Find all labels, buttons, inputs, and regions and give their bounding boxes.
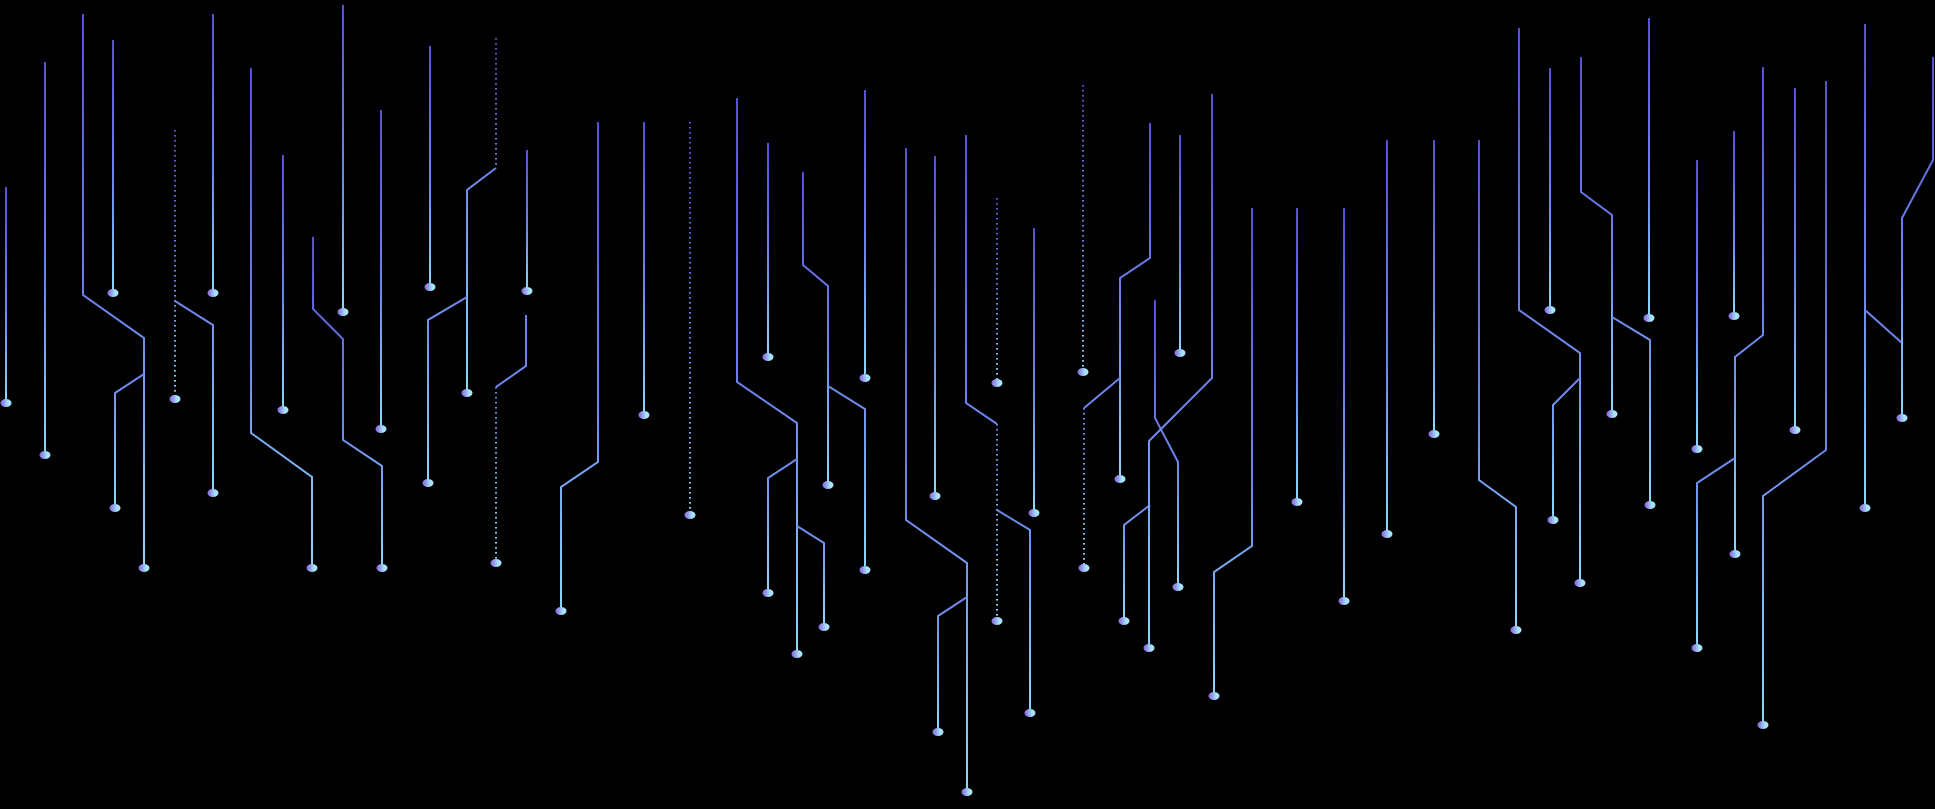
node-dot (1859, 504, 1871, 512)
node-dot (1028, 509, 1040, 517)
circuit-trace (560, 122, 599, 611)
node-dot (138, 564, 150, 572)
circuit-trace (1696, 457, 1736, 648)
circuit-trace (996, 509, 1031, 713)
node-dot (1381, 530, 1393, 538)
node-dot (1643, 314, 1655, 322)
node-dot (376, 564, 388, 572)
node-dot (461, 389, 473, 397)
node-dot (1544, 306, 1556, 314)
node-dot (961, 788, 973, 796)
circuit-trace (1154, 300, 1179, 587)
node-dot (762, 353, 774, 361)
circuit-trace (427, 296, 468, 483)
node-dot (1078, 564, 1090, 572)
node-dot (1757, 721, 1769, 729)
node-dot (1691, 644, 1703, 652)
node-dot (1574, 579, 1586, 587)
node-dot (929, 492, 941, 500)
circuit-trace (114, 373, 145, 508)
node-dot (1896, 414, 1908, 422)
circuit-trace (1148, 94, 1213, 648)
node-dot (1728, 312, 1740, 320)
node-dot (762, 589, 774, 597)
node-dot (932, 728, 944, 736)
circuit-trace (1083, 377, 1121, 409)
node-dot (1208, 692, 1220, 700)
node-dot (207, 489, 219, 497)
node-dot (1174, 349, 1186, 357)
node-dot (859, 566, 871, 574)
node-dot (109, 504, 121, 512)
circuit-trace (736, 98, 798, 654)
node-dot (822, 481, 834, 489)
circuit-trace (466, 167, 497, 393)
node-dot (1428, 430, 1440, 438)
node-dot (638, 411, 650, 419)
node-dot (169, 395, 181, 403)
circuit-trace (1123, 504, 1151, 621)
node-dot (1291, 498, 1303, 506)
node-dot (1606, 410, 1618, 418)
circuit-trace (174, 300, 214, 493)
circuit-trace (1762, 81, 1827, 725)
circuit-trace (1518, 28, 1581, 583)
node-dot (991, 379, 1003, 387)
circuit-trace (827, 385, 866, 570)
circuit-trace (1864, 309, 1903, 344)
circuit-trace (965, 135, 998, 425)
node-dot (818, 623, 830, 631)
node-dot (1510, 626, 1522, 634)
circuit-trace (1213, 208, 1253, 696)
node-dot (0, 399, 12, 407)
circuit-trace (937, 596, 968, 732)
circuit-trace (1119, 123, 1151, 479)
node-dot (1547, 516, 1559, 524)
node-dot (1172, 583, 1184, 591)
node-dot (39, 451, 51, 459)
node-dot (422, 479, 434, 487)
circuit-trace (312, 237, 383, 568)
circuit-trace (495, 315, 527, 388)
node-dot (1338, 597, 1350, 605)
circuit-trace (1580, 57, 1613, 414)
node-dot (1691, 445, 1703, 453)
circuit-trace (1478, 140, 1517, 630)
node-dot (684, 511, 696, 519)
node-dot (555, 607, 567, 615)
circuit-trace (250, 68, 313, 568)
circuit-trace (796, 525, 825, 627)
node-dot (1143, 644, 1155, 652)
node-dot (1729, 550, 1741, 558)
node-dot (306, 564, 318, 572)
node-dot (1789, 426, 1801, 434)
circuit-trace (767, 458, 798, 593)
node-dot (1077, 368, 1089, 376)
circuit-trace (802, 172, 829, 485)
node-dot (859, 374, 871, 382)
circuit-trace (1552, 377, 1581, 520)
node-dot (521, 287, 533, 295)
node-dot (1114, 475, 1126, 483)
node-dot (991, 617, 1003, 625)
node-dot (207, 289, 219, 297)
circuit-trace (82, 14, 145, 568)
circuit-trace (1611, 316, 1651, 505)
circuit-trace (1901, 57, 1934, 418)
node-dot (791, 650, 803, 658)
node-dot (107, 289, 119, 297)
node-dot (424, 283, 436, 291)
node-dot (490, 559, 502, 567)
node-dot (277, 406, 289, 414)
node-dot (375, 425, 387, 433)
node-dot (337, 308, 349, 316)
node-dot (1644, 501, 1656, 509)
circuit-trace (1734, 67, 1764, 554)
node-dot (1024, 709, 1036, 717)
node-dot (1118, 617, 1130, 625)
circuit-trace (905, 148, 968, 792)
